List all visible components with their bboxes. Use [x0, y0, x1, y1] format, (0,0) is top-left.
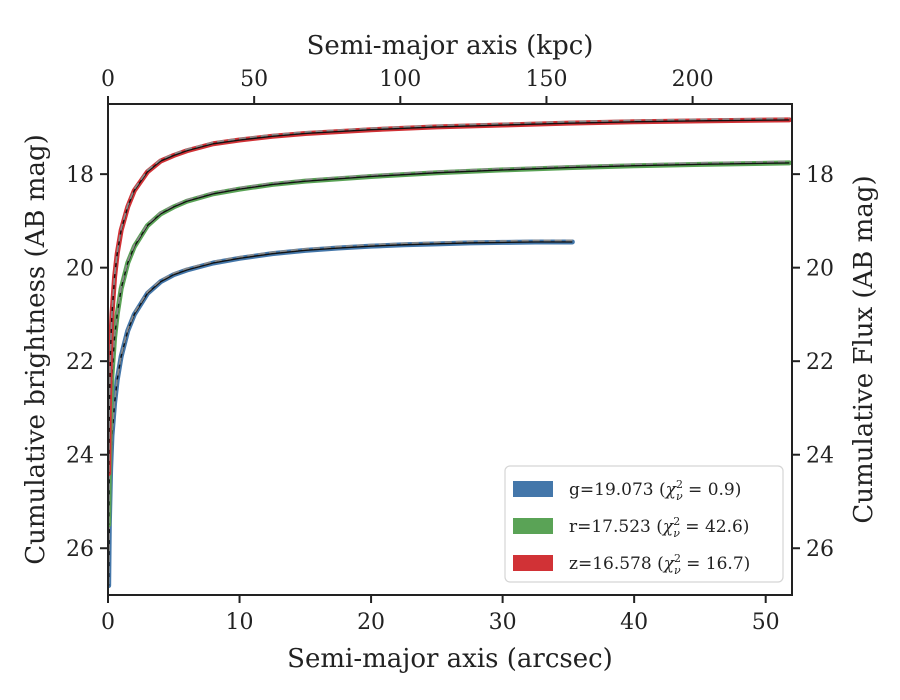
- y-tick-label: 20: [66, 257, 94, 282]
- top-x-tick-label: 50: [240, 67, 268, 92]
- legend-label-g: g=19.073 (χ2 ν = 0.9): [569, 478, 741, 503]
- y-tick-label: 24: [66, 444, 94, 469]
- right-y-tick-label: 20: [806, 257, 834, 282]
- legend-swatch-z: [513, 555, 553, 571]
- right-y-axis-title: Cumulative Flux (AB mag): [849, 175, 879, 523]
- x-tick-label: 40: [620, 610, 648, 635]
- legend-label-z: z=16.578 (χ2 ν = 16.7): [569, 552, 750, 577]
- plot-frame: [107, 103, 793, 596]
- x-tick-label: 50: [752, 610, 780, 635]
- model-line-g: [108, 239, 573, 585]
- x-tick-label: 30: [489, 610, 517, 635]
- legend: g=19.073 (χ2 ν = 0.9) r=17.523 (χ2 ν = 42.6…: [504, 465, 784, 583]
- x-tick-label: 20: [357, 610, 385, 635]
- y-tick-label: 22: [66, 350, 94, 375]
- y-tick-label: 26: [66, 537, 94, 562]
- model-line-z: [108, 117, 790, 472]
- legend-swatch-g: [513, 481, 553, 497]
- x-tick-label: 10: [226, 610, 254, 635]
- model-line-r: [108, 160, 790, 524]
- right-y-tick-label: 22: [806, 350, 834, 375]
- legend-box: [504, 465, 784, 583]
- legend-swatch-r: [513, 518, 553, 534]
- right-y-tick-label: 18: [806, 163, 834, 188]
- top-x-tick-label: 200: [672, 67, 714, 92]
- top-x-tick-label: 150: [525, 67, 567, 92]
- x-axis-title: Semi-major axis (arcsec): [287, 644, 613, 674]
- x-tick-label: 0: [101, 610, 115, 635]
- top-x-axis-title: Semi-major axis (kpc): [307, 31, 594, 61]
- y-axis-title: Cumulative brightness (AB mag): [21, 134, 51, 565]
- y-tick-label: 18: [66, 163, 94, 188]
- curves-layer: [108, 117, 792, 589]
- axes-layer: 0 10 20 30 40 50 0 50 100 150 200 18 18 20 20 22 22 24 24 2…: [66, 67, 834, 635]
- right-y-tick-label: 26: [806, 537, 834, 562]
- series-line-g: [108, 239, 575, 589]
- right-y-tick-label: 24: [806, 444, 834, 469]
- series-core-g: [108, 241, 573, 586]
- top-x-tick-label: 100: [379, 67, 421, 92]
- legend-label-r: r=17.523 (χ2 ν = 42.6): [569, 515, 749, 540]
- top-x-tick-label: 0: [101, 67, 115, 92]
